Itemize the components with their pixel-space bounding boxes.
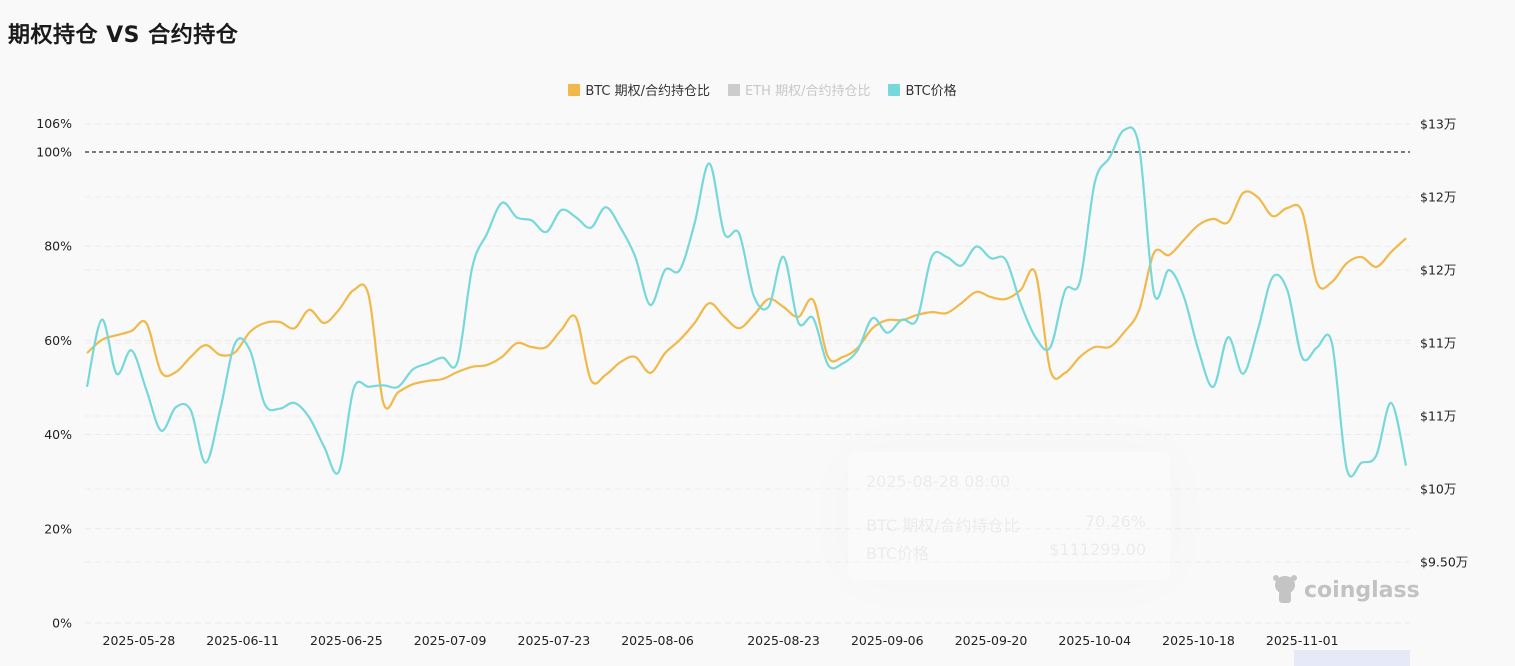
x-tick-label: 2025-10-18: [1162, 633, 1235, 648]
legend-item-btc-price[interactable]: BTC价格: [888, 80, 957, 99]
x-tick-label: 2025-09-06: [851, 633, 924, 648]
page-title: 期权持仓 VS 合约持仓: [8, 23, 239, 48]
tooltip-time: 2025-08-28 08:00: [866, 472, 1011, 491]
y-left-tick-label: 40%: [44, 427, 72, 442]
legend-label: BTC价格: [905, 84, 957, 99]
series-line-btc-price: [85, 126, 1408, 478]
y-left-tick-label: 106%: [36, 116, 72, 131]
legend-item-eth-ratio[interactable]: ETH 期权/合约持仓比: [728, 80, 870, 99]
legend-swatch-eth-ratio: [728, 83, 741, 96]
y-right-tick-label: $13万: [1420, 117, 1456, 132]
tooltip-value: $111299.00: [1049, 540, 1146, 559]
x-tick-label: 2025-10-04: [1058, 633, 1131, 648]
x-tick-label: 2025-06-11: [206, 633, 279, 648]
legend-swatch-btc-ratio: [568, 83, 581, 96]
y-left-tick-label: 60%: [44, 333, 72, 348]
y-left-tick-label: 80%: [44, 239, 72, 254]
legend-label: BTC 期权/合约持仓比: [585, 84, 711, 99]
tooltip-row-price: BTC价格 $111299.00: [866, 540, 1146, 564]
watermark-text: coinglass: [1304, 577, 1420, 603]
legend-item-btc-ratio[interactable]: BTC 期权/合约持仓比: [568, 80, 710, 99]
x-tick-label: 2025-08-06: [621, 633, 694, 648]
tooltip-value: 70.26%: [1084, 512, 1146, 531]
tooltip-row-ratio: BTC 期权/合约持仓比 70.26%: [866, 512, 1146, 536]
y-left-tick-label: 20%: [44, 521, 72, 536]
x-tick-label: 2025-08-23: [747, 633, 820, 648]
legend-label: ETH 期权/合约持仓比: [745, 84, 871, 99]
y-left-tick-label: 100%: [36, 145, 72, 160]
x-tick-label: 2025-05-28: [103, 633, 176, 648]
tooltip-label: BTC 期权/合约持仓比: [866, 516, 1020, 535]
x-tick-label: 2025-07-09: [414, 633, 487, 648]
tooltip: 2025-08-28 08:00 BTC 期权/合约持仓比 70.26% BTC…: [848, 452, 1170, 580]
x-tick-label: 2025-06-25: [310, 633, 383, 648]
tooltip-label: BTC价格: [866, 544, 929, 563]
legend-swatch-btc-price: [888, 83, 901, 96]
y-right-tick-label: $9.50万: [1420, 555, 1468, 570]
y-right-tick-label: $11万: [1420, 409, 1456, 424]
series-line-btc-ratio: [86, 190, 1407, 410]
y-left-tick-label: 0%: [52, 616, 72, 631]
coinglass-watermark: coinglass: [1270, 574, 1420, 606]
x-tick-label: 2025-11-01: [1266, 633, 1339, 648]
datazoom-slider-handle[interactable]: [1294, 650, 1410, 666]
chart-legend: BTC 期权/合约持仓比 ETH 期权/合约持仓比 BTC价格: [0, 80, 1515, 99]
y-right-tick-label: $12万: [1420, 263, 1456, 278]
y-right-tick-label: $11万: [1420, 336, 1456, 351]
y-right-tick-label: $10万: [1420, 482, 1456, 497]
x-tick-label: 2025-07-23: [518, 633, 591, 648]
coinglass-logo-icon: [1273, 575, 1297, 603]
y-right-tick-label: $12万: [1420, 190, 1456, 205]
x-tick-label: 2025-09-20: [955, 633, 1028, 648]
